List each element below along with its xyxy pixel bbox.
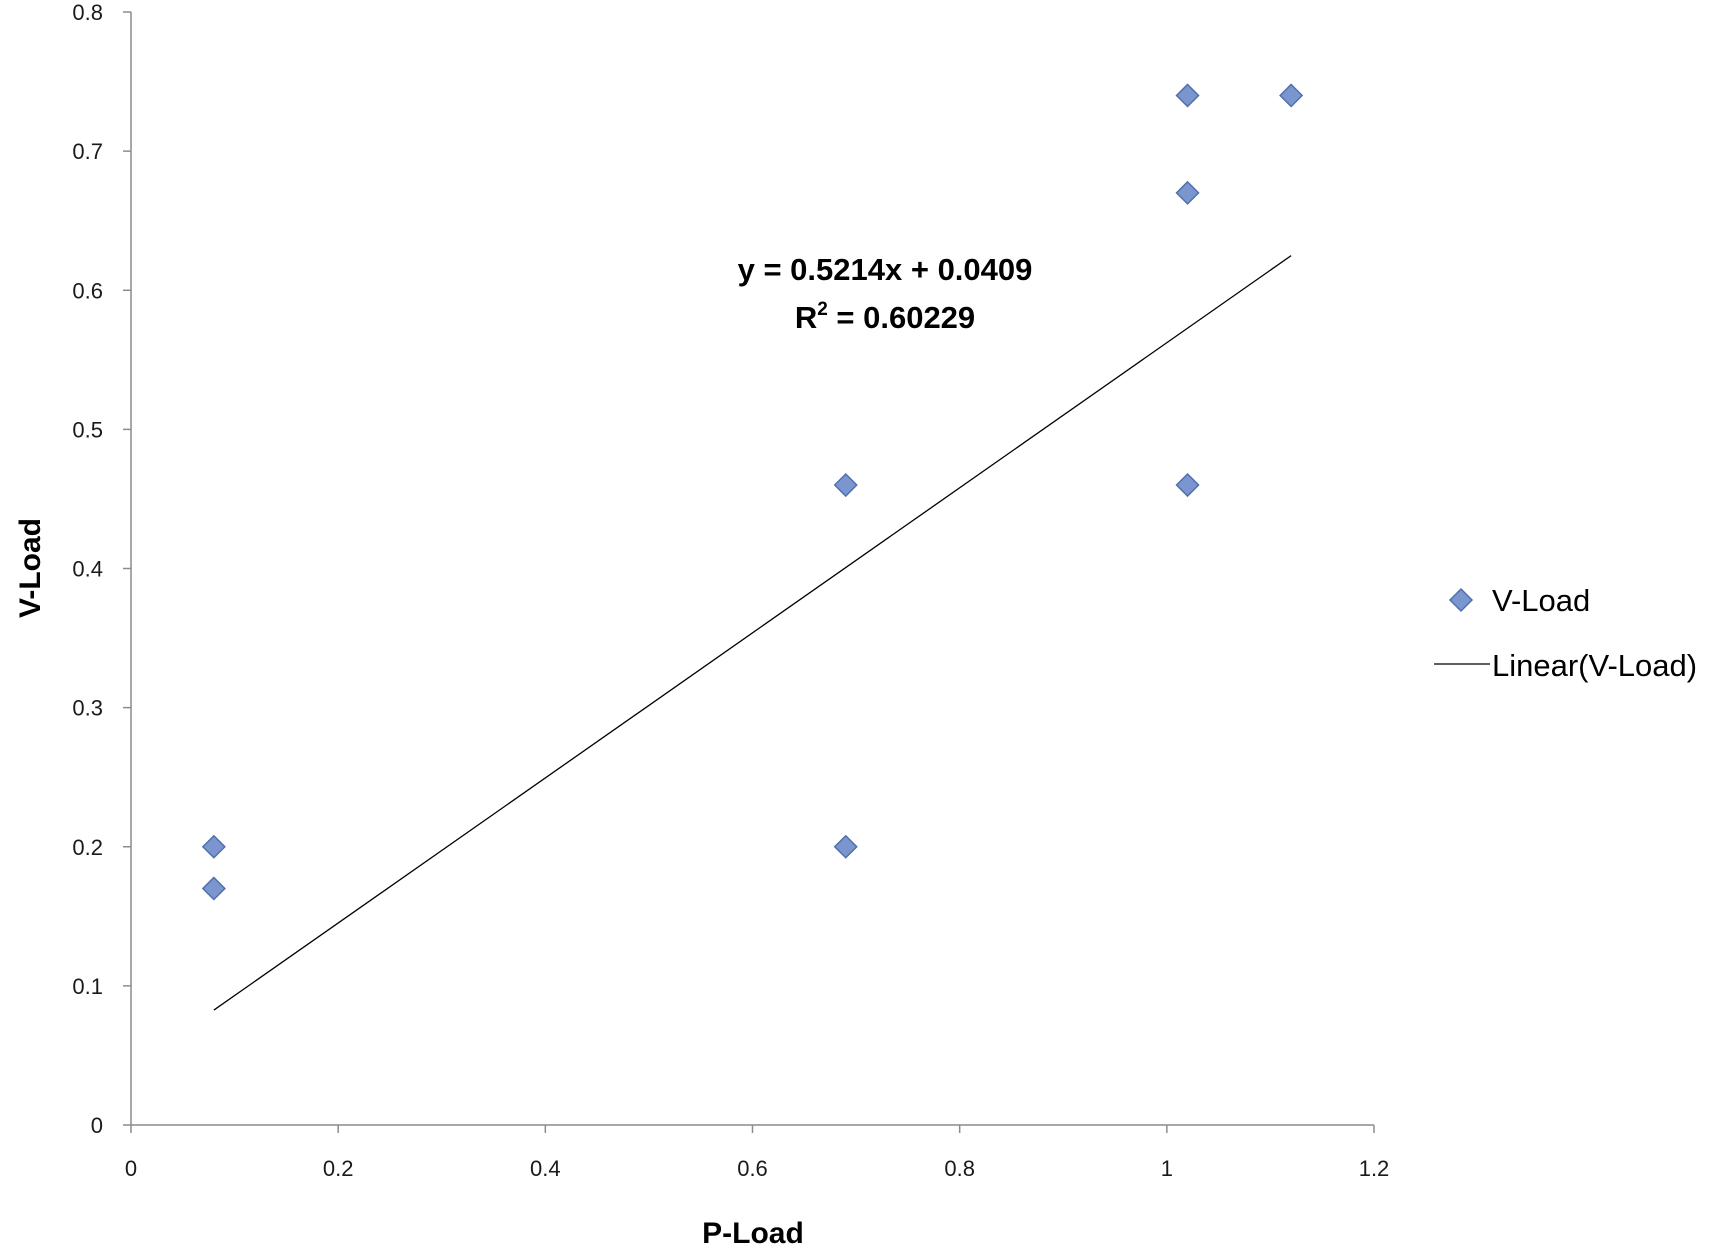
data-point bbox=[201, 834, 226, 859]
legend-label-linear: Linear(V-Load) bbox=[1492, 648, 1697, 683]
y-tick-label: 0.1 bbox=[72, 974, 103, 999]
y-tick-label: 0.5 bbox=[72, 417, 103, 442]
data-point bbox=[833, 834, 858, 859]
axes: 0 0.1 0.2 0.3 0.4 0.5 0.6 0.7 0.8 0 0.2 0.4 0.6 0.8 1… bbox=[72, 0, 1389, 1181]
legend-diamond-marker bbox=[1448, 587, 1474, 613]
y-tick-label: 0.8 bbox=[72, 0, 103, 25]
y-tick-label: 0.4 bbox=[72, 557, 103, 582]
legend: V-Load Linear(V-Load) bbox=[1434, 583, 1697, 683]
r-squared-prefix: R bbox=[795, 300, 817, 335]
y-tick-label: 0 bbox=[91, 1113, 103, 1138]
x-axis-ticks: 0 0.2 0.4 0.6 0.8 1 1.2 bbox=[125, 1125, 1389, 1181]
x-tick-label: 0.4 bbox=[530, 1156, 561, 1181]
x-tick-label: 0.2 bbox=[323, 1156, 354, 1181]
x-axis-title: P-Load bbox=[702, 1217, 804, 1248]
y-axis-title: V-Load bbox=[14, 518, 47, 618]
x-tick-label: 0.8 bbox=[944, 1156, 975, 1181]
x-tick-label: 0 bbox=[125, 1156, 137, 1181]
x-tick-label: 0.6 bbox=[737, 1156, 768, 1181]
y-tick-label: 0.3 bbox=[72, 696, 103, 721]
data-point bbox=[1175, 472, 1200, 498]
data-points bbox=[201, 83, 1304, 901]
x-tick-label: 1.2 bbox=[1359, 1156, 1390, 1181]
equation-label: y = 0.5214x + 0.0409 bbox=[738, 252, 1033, 287]
data-point bbox=[1175, 180, 1200, 205]
y-axis-ticks: 0 0.1 0.2 0.3 0.4 0.5 0.6 0.7 0.8 bbox=[72, 0, 131, 1138]
linear-trendline bbox=[213, 255, 1292, 1011]
data-point bbox=[833, 472, 858, 498]
legend-label-v-load: V-Load bbox=[1492, 583, 1590, 618]
y-tick-label: 0.7 bbox=[72, 139, 103, 164]
data-point bbox=[1279, 83, 1304, 108]
data-point bbox=[1175, 83, 1200, 108]
legend-item-linear: Linear(V-Load) bbox=[1434, 648, 1697, 683]
trendline-layer bbox=[213, 255, 1292, 1011]
y-tick-label: 0.2 bbox=[72, 835, 103, 860]
y-tick-label: 0.6 bbox=[72, 278, 103, 303]
r-squared-label: R2 = 0.60229 bbox=[795, 299, 975, 335]
trendline-equation: y = 0.5214x + 0.0409 R2 = 0.60229 bbox=[738, 252, 1033, 335]
data-point bbox=[201, 876, 226, 901]
r-squared-value: = 0.60229 bbox=[828, 300, 975, 335]
legend-item-v-load: V-Load bbox=[1448, 583, 1590, 618]
r-squared-superscript: 2 bbox=[817, 299, 828, 320]
x-tick-label: 1 bbox=[1161, 1156, 1173, 1181]
